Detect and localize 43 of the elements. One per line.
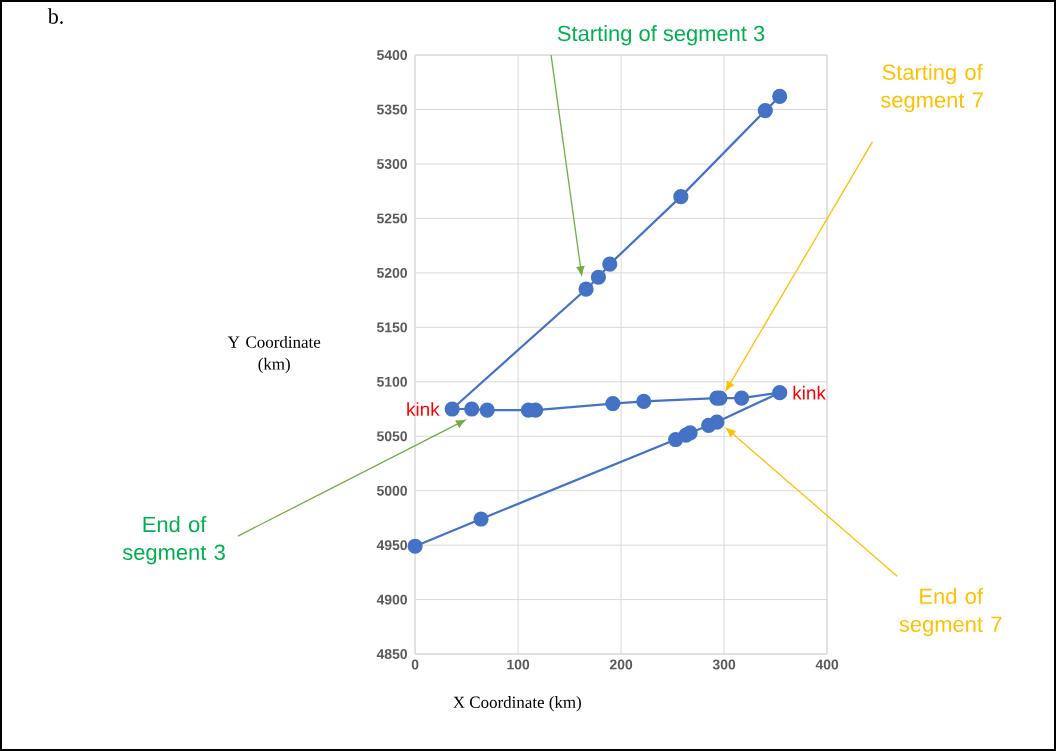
point [479,402,495,418]
point [605,395,621,412]
annotation: kink [793,385,826,400]
y-tick-label: 5400 [376,50,407,60]
point [578,281,594,297]
y-tick-label: 5350 [376,104,407,115]
point [772,385,788,401]
point [473,511,489,527]
y-tick-label: 5200 [376,267,407,278]
annotation: kink [407,402,440,416]
point [444,401,460,417]
point [772,88,788,105]
x-tick-label: 400 [815,659,839,670]
x-tick-label: 200 [609,659,633,670]
text: Starting of segment 7 [880,63,983,113]
y-tick-label: 4950 [376,540,407,551]
x-tick-label: 0 [411,659,419,670]
point [407,538,423,554]
point [590,269,607,285]
point [668,431,684,448]
text: b. [47,8,63,24]
x-axis-title: X Coordinate (km) [453,696,581,712]
y-tick-label: 4850 [376,649,407,659]
point [673,189,689,205]
x-tick-label: 300 [712,659,736,670]
text: End of segment 3 [122,516,225,565]
point [734,390,750,406]
point [636,393,652,409]
y-tick-label: 5250 [376,213,407,224]
y-tick-label: 5050 [376,431,407,442]
text: Starting of segment 3 [557,25,765,46]
y-tick-label: 5100 [376,376,407,387]
y-tick-label: 4900 [376,594,407,605]
y-tick-label: 5150 [376,322,407,333]
y-tick-label: 5300 [376,159,407,169]
point [602,256,618,272]
y-axis-title: Y Coordinate (km) [227,335,321,374]
point [701,417,717,433]
point [757,103,773,119]
y-tick-label: 5000 [376,485,407,496]
text: End of segment 7 [899,587,1002,637]
point [464,401,480,417]
x-tick-label: 100 [507,659,530,670]
